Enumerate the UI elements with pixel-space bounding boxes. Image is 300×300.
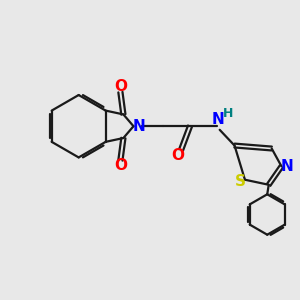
Text: N: N	[212, 112, 225, 127]
Text: N: N	[133, 119, 145, 134]
Text: H: H	[223, 107, 233, 120]
Text: O: O	[114, 79, 127, 94]
Text: S: S	[235, 174, 246, 189]
Text: O: O	[114, 158, 127, 173]
Text: O: O	[172, 148, 184, 163]
Text: N: N	[281, 159, 294, 174]
